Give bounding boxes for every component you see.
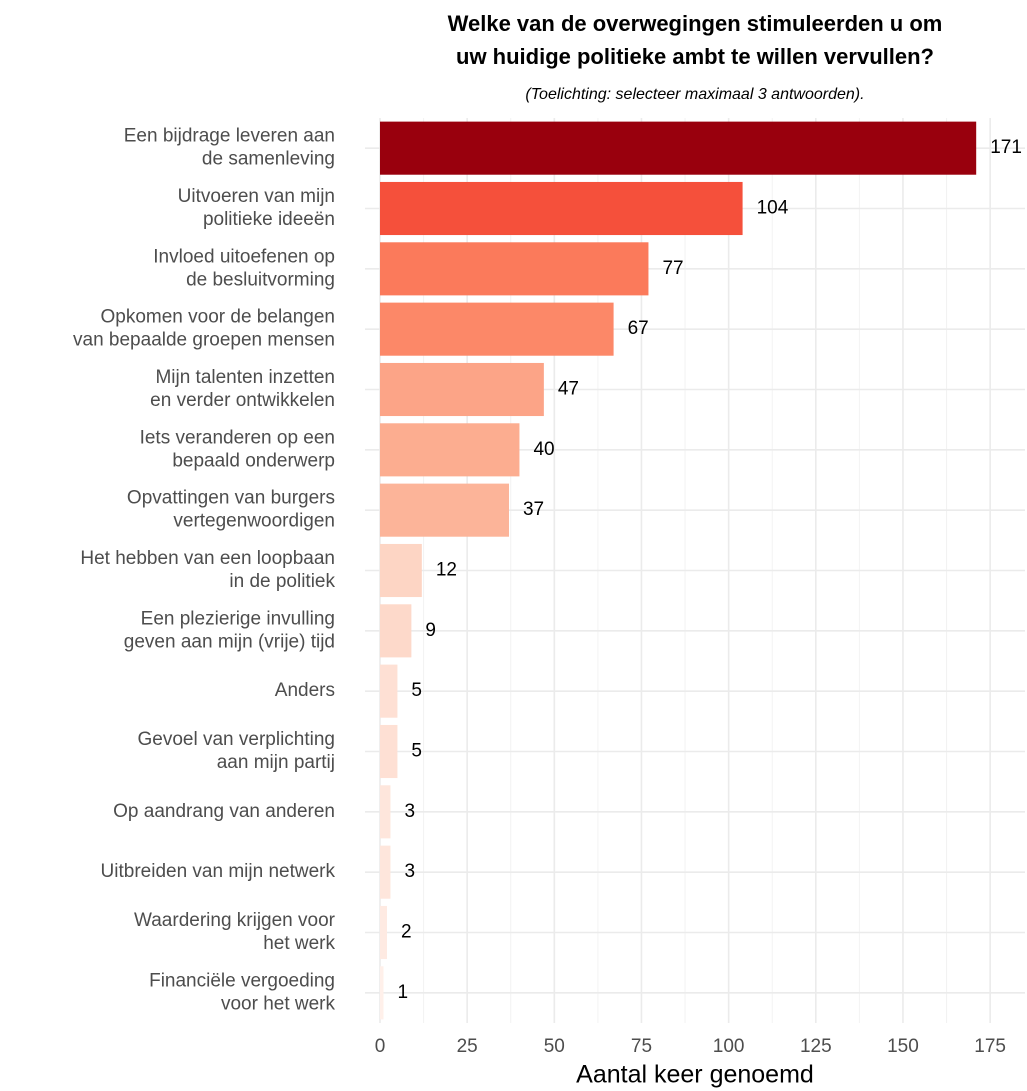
y-tick-label: Opvattingen van burgers [127, 488, 335, 509]
x-tick-label: 175 [974, 1036, 1006, 1057]
value-label: 2 [401, 922, 412, 943]
value-label: 40 [533, 439, 554, 460]
bar [379, 966, 384, 1020]
y-tick-label: Gevoel van verplichting [138, 729, 336, 750]
y-tick-label: Opkomen voor de belangen [101, 307, 336, 328]
bar [379, 302, 614, 356]
value-label: 1 [397, 982, 408, 1003]
value-label: 3 [404, 861, 415, 882]
bar [379, 121, 977, 175]
x-tick-label: 125 [800, 1036, 832, 1057]
x-axis-title: Aantal keer genoemd [576, 1061, 814, 1089]
value-label: 5 [411, 741, 422, 762]
y-tick-label: bepaald onderwerp [172, 450, 335, 471]
value-label: 3 [404, 801, 415, 822]
value-label: 67 [628, 318, 649, 339]
value-label: 171 [990, 137, 1022, 158]
bar [379, 785, 391, 839]
x-tick-label: 0 [375, 1036, 386, 1057]
y-tick-label: politieke ideeën [203, 209, 335, 230]
y-tick-label: van bepaalde groepen mensen [73, 330, 335, 351]
y-tick-label: Financiële vergoeding [149, 970, 335, 991]
y-tick-label: Een plezierige invulling [141, 608, 335, 629]
bar [379, 362, 544, 417]
bar [379, 845, 391, 899]
value-label: 12 [436, 560, 457, 581]
bar [379, 905, 387, 960]
y-tick-label: aan mijn partij [217, 752, 335, 773]
bar [379, 604, 412, 658]
value-label: 5 [411, 680, 422, 701]
y-tick-label: Waardering krijgen voor [134, 910, 336, 931]
y-tick-label: Invloed uitoefenen op [153, 246, 335, 267]
chart-subtitle: (Toelichting: selecteer maximaal 3 antwo… [525, 86, 864, 103]
y-tick-label: Mijn talenten inzetten [155, 367, 335, 388]
bar [379, 724, 398, 779]
x-tick-label: 150 [887, 1036, 919, 1057]
bar [379, 181, 743, 236]
y-tick-label: de samenleving [202, 149, 335, 170]
y-tick-label: geven aan mijn (vrije) tijd [124, 631, 335, 652]
x-tick-label: 100 [713, 1036, 745, 1057]
chart-title: Welke van de overwegingen stimuleerden u… [448, 11, 943, 36]
value-label: 37 [523, 499, 544, 520]
bar [379, 483, 509, 537]
bar [379, 242, 649, 296]
x-tick-label: 25 [457, 1036, 478, 1057]
y-tick-label: Anders [275, 680, 335, 701]
value-label: 77 [662, 258, 683, 279]
y-tick-label: en verder ontwikkelen [150, 390, 335, 411]
value-label: 47 [558, 379, 579, 400]
bar [379, 543, 422, 598]
y-tick-label: het werk [263, 933, 335, 954]
value-label: 104 [757, 198, 789, 219]
y-tick-label: Een bijdrage leveren aan [124, 126, 335, 147]
y-tick-label: in de politiek [229, 571, 335, 592]
y-tick-label: Uitvoeren van mijn [178, 186, 335, 207]
y-tick-label: vertegenwoordigen [173, 511, 335, 532]
y-tick-label: voor het werk [221, 993, 336, 1014]
bar [379, 664, 398, 718]
value-label: 9 [425, 620, 436, 641]
x-tick-label: 75 [631, 1036, 652, 1057]
chart-title: uw huidige politieke ambt te willen verv… [456, 44, 934, 69]
x-tick-label: 50 [544, 1036, 565, 1057]
y-tick-label: Het hebben van een loopbaan [80, 548, 335, 569]
y-tick-label: de besluitvorming [186, 269, 335, 290]
y-tick-label: Iets veranderen op een [140, 427, 335, 448]
y-tick-label: Op aandrang van anderen [113, 801, 335, 822]
y-tick-label: Uitbreiden van mijn netwerk [101, 861, 336, 882]
bar [379, 423, 520, 477]
